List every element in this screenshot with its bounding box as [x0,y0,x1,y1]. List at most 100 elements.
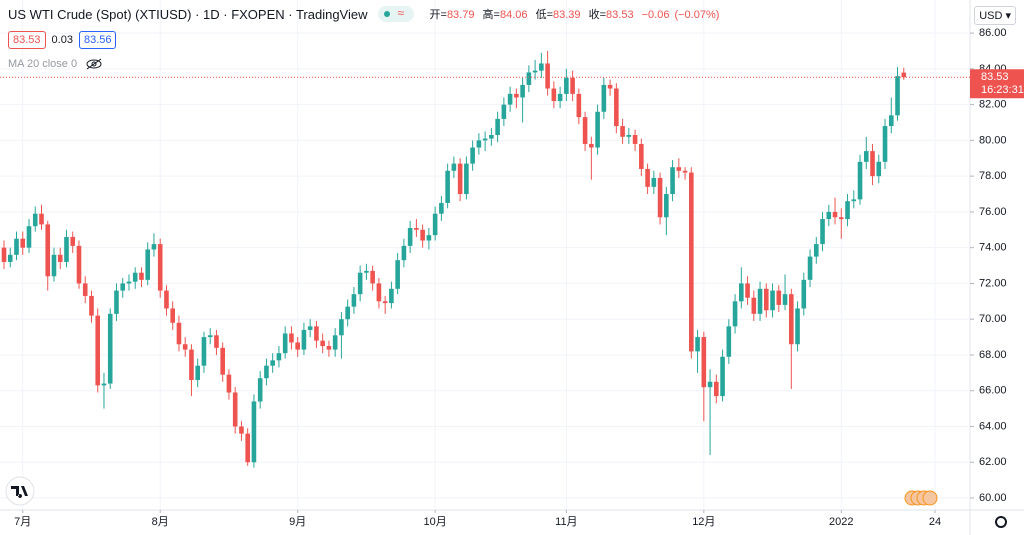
candle-body [526,72,532,85]
candle-body [232,392,238,427]
candle-body [470,147,475,164]
candle-body [532,70,538,73]
candle-body [164,290,169,309]
x-tick-label: 9月 [289,516,306,528]
currency-select[interactable]: USD ▾ [974,6,1016,25]
candle-body [607,84,613,89]
candle-body [89,295,94,316]
candle-body [401,245,407,261]
candle-body [445,170,450,203]
candle-body [795,308,800,345]
candle-body [82,283,88,296]
open-label: 开 [429,9,441,21]
settings-icon[interactable] [995,516,1007,528]
y-tick-label: 86.00 [979,27,1007,39]
candle-body [695,337,700,352]
candle-body [351,294,357,307]
candle-body [64,236,69,262]
candle-body [226,374,232,393]
candle-body [564,77,569,94]
candle-body [195,365,200,380]
candle-body [276,353,282,361]
candle-body [764,288,769,311]
open-value: 83.79 [446,9,475,21]
candle-body [407,227,413,246]
candle-body [151,244,157,250]
candle-body [45,224,51,277]
chart-title: US WTI Crude (Spot) (XTIUSD) · 1D · FXOP… [8,6,368,22]
hide-icon[interactable] [85,58,103,70]
candle-body [845,201,850,220]
candle-body [714,381,719,397]
candle-body [51,254,57,277]
ask[interactable]: 83.56 [78,31,117,49]
candle-body [726,326,732,357]
candle-body [301,329,307,350]
candle-body [307,326,313,330]
candle-body [539,63,544,71]
candle-body [707,381,713,388]
y-tick-label: 82.00 [979,99,1007,111]
candle-body [838,217,844,220]
candle-body [739,283,744,302]
candle-body [201,337,207,366]
low-label: 低 [535,9,547,21]
candle-body [14,238,19,255]
candle-body [120,283,126,291]
candle-body [457,163,463,195]
candle-body [664,194,669,218]
candle-body [813,244,819,257]
x-tick-label: 8月 [152,516,169,528]
candle-body [501,104,507,119]
candle-body [676,167,682,171]
candle-body [170,308,176,323]
candle-body [376,283,382,302]
candle-body [176,322,182,345]
candle-body [589,143,594,148]
candle-body [39,213,44,225]
candle-body [420,229,425,241]
candle-body [876,161,882,177]
bid[interactable]: 83.53 [8,31,46,49]
candle-body [670,167,675,195]
candle-body [126,281,132,284]
candle-body [345,306,350,320]
candle-body [20,238,26,248]
candle-body [76,245,82,284]
x-tick-label: 12月 [692,516,715,528]
candle-body [364,270,369,273]
candle-body [632,135,638,144]
candle-body [551,88,557,102]
candle-body [870,151,875,177]
high-label: 高 [482,9,494,21]
candle-body [257,378,263,402]
candle-body [820,219,825,245]
change: −0.06 [641,9,670,21]
candle-body [757,288,763,314]
candle-body [270,360,275,366]
candle-body [214,335,219,348]
candle-body [601,84,607,112]
candle-body [189,349,194,380]
event-flag [922,490,938,506]
y-tick-label: 78.00 [979,170,1007,182]
y-tick-label: 60.00 [979,492,1007,504]
candle-body [320,340,325,347]
candle-body [826,211,832,220]
candle-body [339,319,344,336]
candle-body [426,235,432,241]
candle-body [514,93,519,98]
candle-body [507,93,513,105]
candle-body [701,337,707,388]
candle-body [626,135,632,137]
candle-body [888,115,894,127]
candle-body [570,77,575,94]
candle-body [132,272,138,282]
candle-body [582,117,588,144]
candle-body [776,290,782,305]
candle-body [57,254,63,262]
candle-body [614,88,619,127]
candle-body [107,313,113,384]
